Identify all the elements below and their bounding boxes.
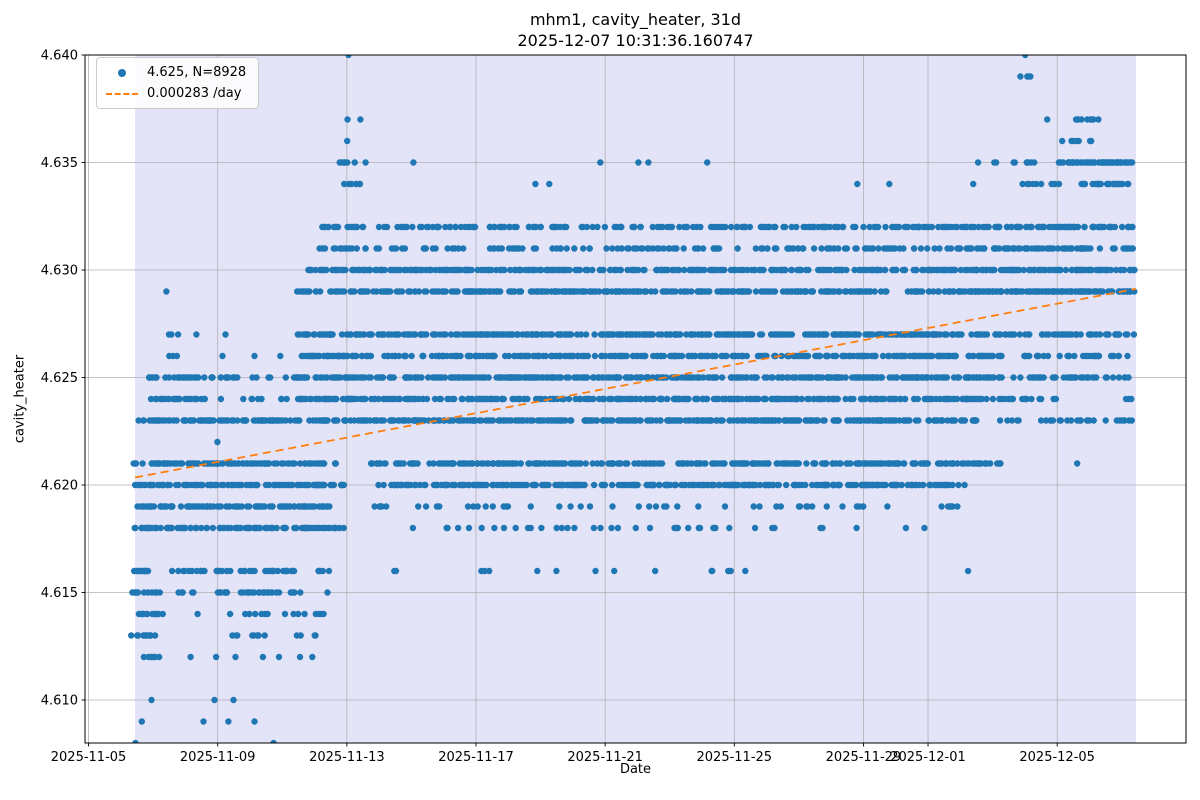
x-tick-label: 2025-11-25 [697, 750, 773, 765]
scatter-series [128, 55, 1138, 743]
legend-marker-box [106, 92, 138, 95]
y-axis-label: cavity_heater [12, 354, 28, 444]
trend-line [134, 287, 1137, 479]
y-tick-label: 4.635 [41, 156, 78, 171]
legend-item-trend: 0.000283 /day [106, 86, 246, 101]
axes-spines [84, 54, 1187, 744]
x-tick-label: 2025-11-09 [180, 750, 256, 765]
x-tick-label: 2025-11-13 [309, 750, 385, 765]
x-tick-label: 2025-11-21 [567, 750, 643, 765]
y-tick-label: 4.625 [41, 371, 78, 386]
y-tick-label: 4.610 [41, 694, 78, 709]
legend-trend-label: 0.000283 /day [147, 86, 242, 101]
x-tick-label: 2025-11-17 [438, 750, 514, 765]
legend-item-series: 4.625, N=8928 [106, 65, 246, 80]
legend-series-label: 4.625, N=8928 [147, 65, 247, 80]
x-tick-label: 2025-11-05 [51, 750, 127, 765]
chart-subtitle: 2025-12-07 10:31:36.160747 [517, 31, 754, 50]
x-tick-labels: 2025-11-05 2025-11-09 2025-11-13 2025-11-17… [51, 743, 1095, 765]
scatter-dot-icon [118, 68, 126, 77]
x-tick-label: 2025-11-29 [826, 750, 902, 765]
y-tick-label: 4.630 [41, 264, 78, 279]
y-tick-label: 4.615 [41, 586, 78, 601]
y-tick-label: 4.620 [41, 479, 78, 494]
y-tick-labels: 4.610 4.615 4.620 4.625 4.630 4.635 4.640 [41, 49, 85, 709]
x-tick-label: 2025-12-01 [890, 750, 966, 765]
x-tick-label: 2025-12-05 [1019, 750, 1095, 765]
trend-line-icon [106, 92, 138, 95]
chart-title-block: mhm1, cavity_heater, 31d 2025-12-07 10:3… [85, 9, 1186, 51]
x-axis-label: Date [619, 762, 652, 777]
legend-marker-box [106, 68, 138, 77]
chart-title: mhm1, cavity_heater, 31d [529, 10, 742, 29]
y-tick-label: 4.640 [41, 49, 78, 64]
legend: 4.625, N=8928 0.000283 /day [96, 57, 260, 109]
